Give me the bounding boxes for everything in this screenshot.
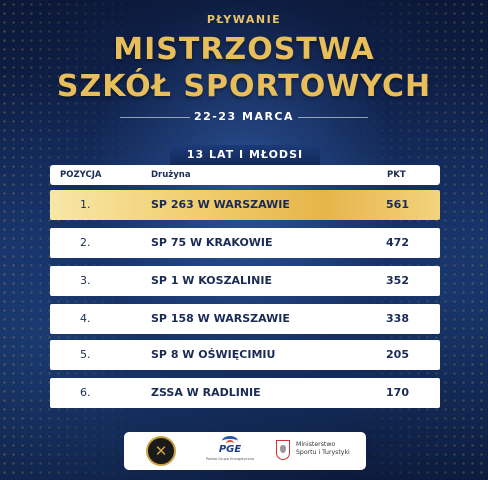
ministry-logo-icon: Ministerstwo Sportu i Turystyki bbox=[276, 437, 362, 467]
title-line-1: MISTRZOSTWA bbox=[113, 32, 375, 67]
event-dates: 22-23 MARCA bbox=[193, 110, 295, 123]
ministry-logo-text: Ministerstwo Sportu i Turystyki bbox=[296, 441, 350, 456]
row-team: ZSSA W RADLINIE bbox=[151, 386, 261, 399]
row-points: 170 bbox=[386, 386, 409, 399]
row-team: SP 8 W OŚWIĘCIMIU bbox=[151, 348, 276, 361]
row-points: 205 bbox=[386, 348, 409, 361]
row-points: 561 bbox=[386, 198, 409, 211]
divider-left bbox=[120, 117, 190, 118]
pge-logo-icon: PGE Polska Grupa Energetyczna bbox=[202, 436, 258, 466]
szs-logo-icon: ✕ bbox=[146, 436, 176, 466]
row-position: 5. bbox=[80, 348, 91, 361]
row-team: SP 158 W WARSZAWIE bbox=[151, 312, 290, 325]
table-row: 3. SP 1 W KOSZALINIE 352 bbox=[50, 266, 440, 296]
table-row: 6. ZSSA W RADLINIE 170 bbox=[50, 378, 440, 408]
table-row: 4. SP 158 W WARSZAWIE 338 bbox=[50, 304, 440, 334]
pge-logo-text: PGE bbox=[218, 444, 242, 455]
discipline-label: PŁYWANIE bbox=[206, 13, 282, 26]
row-position: 1. bbox=[80, 198, 91, 211]
row-team: SP 1 W KOSZALINIE bbox=[151, 274, 272, 287]
row-team: SP 75 W KRAKOWIE bbox=[151, 236, 273, 249]
row-position: 2. bbox=[80, 236, 91, 249]
column-header-points: PKT bbox=[387, 170, 406, 180]
table-row: 1. SP 263 W WARSZAWIE 561 bbox=[50, 190, 440, 220]
pge-logo-subtext: Polska Grupa Energetyczna bbox=[206, 457, 254, 461]
category-label: 13 LAT I MŁODSI bbox=[170, 145, 320, 165]
column-header-position: POZYCJA bbox=[60, 170, 102, 180]
column-header-team: Drużyna bbox=[151, 170, 191, 180]
row-position: 3. bbox=[80, 274, 91, 287]
row-points: 472 bbox=[386, 236, 409, 249]
table-row: 5. SP 8 W OŚWIĘCIMIU 205 bbox=[50, 340, 440, 370]
sponsor-footer: ✕ PGE Polska Grupa Energetyczna Minister… bbox=[124, 432, 366, 470]
title-line-2: SZKÓŁ SPORTOWYCH bbox=[56, 69, 432, 104]
divider-right bbox=[298, 117, 368, 118]
row-points: 338 bbox=[386, 312, 409, 325]
row-points: 352 bbox=[386, 274, 409, 287]
table-row: 2. SP 75 W KRAKOWIE 472 bbox=[50, 228, 440, 258]
row-position: 4. bbox=[80, 312, 91, 325]
row-team: SP 263 W WARSZAWIE bbox=[151, 198, 290, 211]
eagle-emblem-icon bbox=[276, 440, 290, 460]
row-position: 6. bbox=[80, 386, 91, 399]
table-header: POZYCJA Drużyna PKT bbox=[50, 165, 440, 185]
